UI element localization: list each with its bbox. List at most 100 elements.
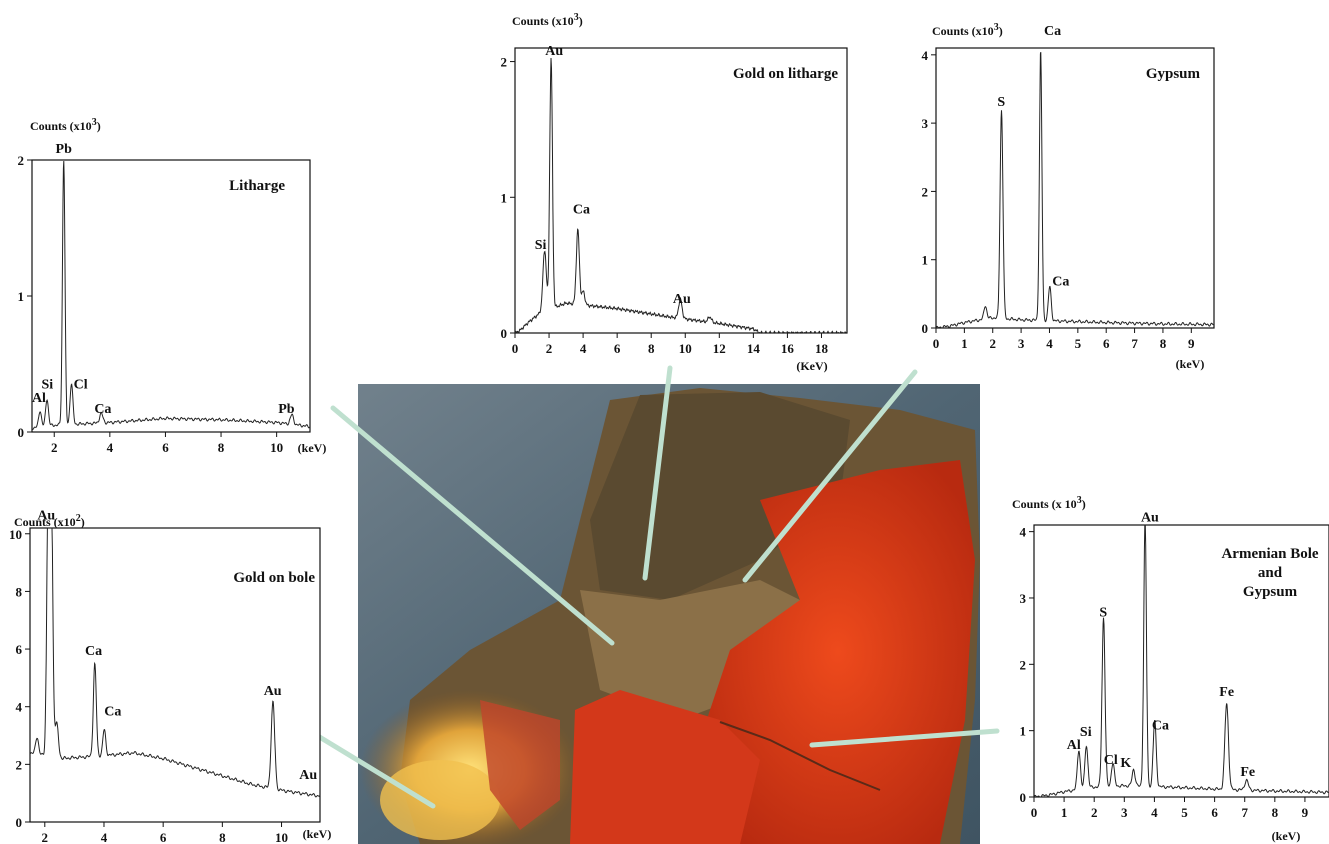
y-tick-label: 3 (922, 116, 929, 131)
peak-label: Si (535, 238, 547, 253)
plot-frame (31, 159, 311, 433)
y-tick-label: 0 (1020, 790, 1027, 805)
peak-label: Ca (573, 203, 590, 218)
y-tick-label: 2 (1020, 657, 1027, 672)
y-tick-label: 3 (1020, 591, 1027, 606)
y-axis-label: Counts (x103) (512, 12, 583, 28)
spectrum-series (31, 160, 311, 430)
chart-title: Armenian Bole (1221, 546, 1318, 562)
chart-title: Gold on litharge (733, 66, 838, 82)
peak-label: Ca (85, 644, 102, 659)
peak-label: Ca (1152, 718, 1169, 733)
y-axis-label: Counts (x102) (14, 513, 85, 529)
connector-lines (305, 365, 1000, 809)
peak-label: Au (545, 44, 563, 59)
x-tick-label: 0 (933, 336, 940, 351)
x-tick-label: 4 (107, 440, 114, 455)
y-tick-label: 0 (922, 321, 929, 336)
x-axis-label: (keV) (298, 441, 327, 455)
connector-gold-litharge (642, 365, 673, 581)
chart-title: Gypsum (1146, 66, 1201, 82)
y-tick-label: 1 (501, 190, 508, 205)
y-tick-label: 0 (16, 815, 23, 830)
peak-label: Cl (1104, 753, 1118, 768)
chart-title: Gold on bole (233, 570, 315, 586)
peak-label: Al (32, 391, 46, 406)
x-tick-label: 10 (275, 830, 288, 844)
spectrum-series (514, 57, 848, 334)
y-tick-label: 2 (501, 55, 508, 70)
spectrum-series (29, 527, 321, 798)
x-tick-label: 0 (1031, 805, 1038, 820)
x-tick-label: 18 (815, 341, 829, 356)
x-axis-label: (KeV) (796, 359, 827, 373)
peak-label: Cl (74, 377, 88, 392)
chart-gold-on-bole: 2 4 6 8 10 0 2 4 6 8 10 Au Ca Ca Au Au Gold on bole Count… (9, 508, 331, 844)
peak-label: K (1120, 756, 1131, 771)
y-tick-label: 0 (18, 425, 25, 440)
peak-label: Ca (94, 402, 111, 417)
x-tick-label: 16 (781, 341, 795, 356)
spectrum-series (935, 51, 1215, 329)
plot-frame (29, 527, 321, 823)
x-tick-label: 6 (1103, 336, 1110, 351)
x-tick-label: 5 (1075, 336, 1082, 351)
peak-label: Fe (1219, 685, 1234, 700)
x-tick-label: 7 (1131, 336, 1138, 351)
connector-gold-bole (305, 727, 436, 809)
peak-label: Au (264, 684, 282, 699)
peak-label: Ca (104, 704, 121, 719)
x-tick-label: 1 (1061, 805, 1068, 820)
peak-label: Si (41, 377, 53, 392)
x-tick-label: 10 (270, 440, 283, 455)
peak-label: Au (299, 768, 317, 783)
connector-armenian-bole (809, 728, 1000, 748)
chart-title: Gypsum (1243, 584, 1298, 600)
x-tick-label: 8 (219, 830, 226, 844)
x-tick-label: 8 (218, 440, 225, 455)
peak-label: Au (37, 508, 55, 523)
x-tick-label: 9 (1302, 805, 1309, 820)
x-tick-label: 8 (648, 341, 655, 356)
x-tick-label: 2 (546, 341, 553, 356)
x-tick-label: 2 (42, 830, 49, 844)
x-tick-label: 10 (679, 341, 692, 356)
y-tick-label: 0 (501, 326, 508, 341)
y-tick-label: 1 (18, 289, 25, 304)
x-tick-label: 5 (1181, 805, 1188, 820)
x-tick-label: 6 (1211, 805, 1218, 820)
peak-label: Pb (56, 142, 73, 157)
connector-gypsum (742, 369, 918, 583)
y-tick-label: 1 (1020, 724, 1027, 739)
chart-title: and (1258, 565, 1283, 581)
x-tick-label: 2 (51, 440, 58, 455)
spectrum-series (1033, 524, 1329, 798)
x-tick-label: 3 (1121, 805, 1128, 820)
connector-litharge (330, 405, 615, 646)
peak-label: S (1099, 606, 1107, 621)
x-tick-label: 8 (1272, 805, 1279, 820)
y-tick-label: 4 (922, 48, 929, 63)
x-tick-label: 4 (580, 341, 587, 356)
y-tick-label: 2 (16, 757, 23, 772)
y-tick-label: 6 (16, 642, 23, 657)
x-tick-label: 0 (512, 341, 519, 356)
y-tick-label: 1 (922, 253, 929, 268)
x-axis-label: (keV) (1176, 357, 1205, 371)
peak-label: Fe (1240, 765, 1255, 780)
y-tick-label: 2 (922, 184, 929, 199)
y-axis-label: Counts (x103) (932, 22, 1003, 38)
peak-label: S (997, 95, 1005, 110)
plot-frame (514, 47, 848, 334)
y-tick-label: 4 (1020, 525, 1027, 540)
x-tick-label: 4 (1151, 805, 1158, 820)
y-tick-label: 8 (16, 584, 23, 599)
peak-label: Pb (278, 402, 295, 417)
x-axis-label: (keV) (1272, 829, 1301, 843)
x-tick-label: 6 (162, 440, 169, 455)
y-tick-label: 10 (9, 527, 22, 542)
